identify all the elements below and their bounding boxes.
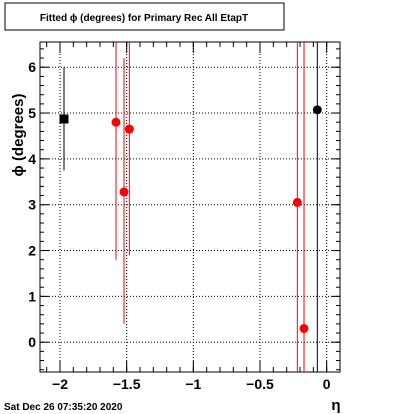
x-tick-label: −2 bbox=[52, 376, 68, 392]
plot-frame bbox=[39, 41, 341, 373]
data-point bbox=[312, 105, 322, 115]
timestamp: Sat Dec 26 07:35:20 2020 bbox=[4, 402, 123, 413]
x-tick-label: −1 bbox=[185, 376, 201, 392]
axis-ticks bbox=[40, 42, 341, 372]
data-point bbox=[292, 197, 302, 207]
chart-title: Fitted ϕ (degrees) for Primary Rec All E… bbox=[40, 13, 248, 24]
y-tick-label: 5 bbox=[28, 105, 36, 121]
x-tick-label: 0 bbox=[323, 376, 331, 392]
x-axis-label: η bbox=[331, 397, 340, 414]
title-box bbox=[4, 2, 285, 31]
y-tick-label: 2 bbox=[28, 243, 36, 259]
data-point-square bbox=[59, 114, 69, 124]
data-point bbox=[124, 124, 134, 134]
data-point bbox=[299, 323, 309, 333]
x-tick-label: −1.5 bbox=[113, 376, 141, 392]
tick-labels: −2 −1.5 −1 −0.5 0 0 1 2 3 4 5 6 bbox=[28, 59, 331, 392]
data-points bbox=[59, 42, 322, 372]
y-tick-label: 0 bbox=[28, 334, 36, 350]
y-tick-label: 1 bbox=[28, 288, 36, 304]
y-tick-label: 4 bbox=[28, 151, 36, 167]
y-tick-label: 6 bbox=[28, 59, 36, 75]
data-point bbox=[119, 187, 129, 197]
x-tick-label: −0.5 bbox=[246, 376, 274, 392]
y-tick-label: 3 bbox=[28, 197, 36, 213]
data-point bbox=[111, 117, 121, 127]
grid-lines bbox=[40, 42, 340, 372]
y-axis-label: ϕ (degrees) bbox=[10, 94, 27, 177]
